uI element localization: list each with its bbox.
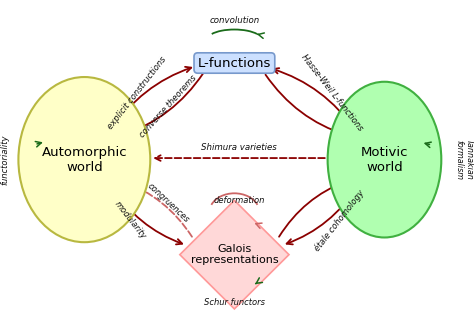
Ellipse shape [328,82,441,238]
Text: explicit constructions: explicit constructions [106,54,168,131]
Text: deformation: deformation [213,196,264,205]
Text: étale cohomology: étale cohomology [312,188,366,253]
Text: Motivic
world: Motivic world [361,146,408,174]
Polygon shape [180,200,289,309]
Text: congruences: congruences [146,182,191,225]
Text: Tannakian
formalism: Tannakian formalism [455,139,474,180]
Text: Automorphic
world: Automorphic world [42,146,127,174]
Text: convolution: convolution [210,17,260,25]
Text: modularity: modularity [112,200,147,241]
Text: Schur functors: Schur functors [204,299,265,307]
Text: functoriality: functoriality [0,134,9,185]
Text: converse theorems: converse theorems [138,74,199,140]
Ellipse shape [18,77,150,242]
Text: Shimura varieties: Shimura varieties [201,143,277,152]
Text: L-functions: L-functions [198,57,271,69]
Text: Galois
representations: Galois representations [191,244,278,265]
Text: Hasse-Weil L-functions: Hasse-Weil L-functions [300,53,365,133]
